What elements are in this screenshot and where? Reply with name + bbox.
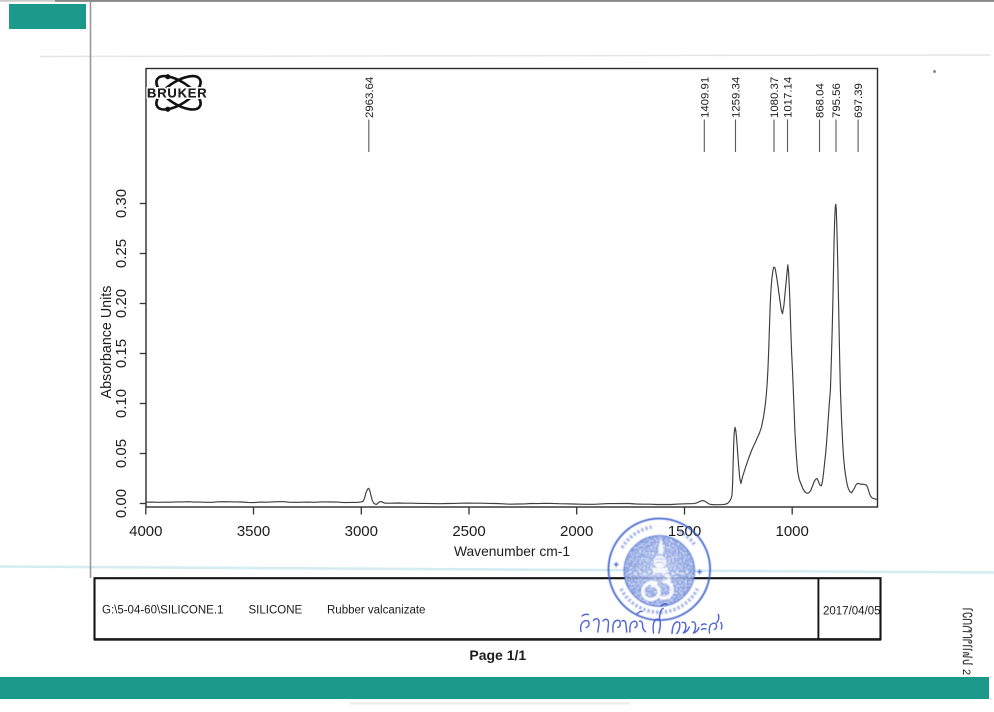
svg-text:1259.34: 1259.34 [731, 77, 743, 118]
svg-text:1080.37: 1080.37 [769, 77, 781, 118]
svg-text:795.56: 795.56 [831, 83, 843, 118]
svg-text:3000: 3000 [345, 523, 378, 540]
svg-text:0.25: 0.25 [113, 239, 130, 268]
svg-text:1500: 1500 [668, 523, 701, 540]
svg-text:0.00: 0.00 [113, 489, 130, 518]
svg-text:G:\5-04-60\SILICONE.1: G:\5-04-60\SILICONE.1 [102, 605, 223, 617]
svg-text:868.04: 868.04 [815, 83, 827, 118]
svg-text:BRUKER: BRUKER [147, 86, 207, 101]
svg-text:697.39: 697.39 [853, 83, 865, 118]
svg-text:0.05: 0.05 [113, 439, 130, 468]
svg-text:0.15: 0.15 [113, 339, 130, 368]
svg-text:1000: 1000 [776, 523, 809, 540]
svg-text:Rubber valcanizate: Rubber valcanizate [327, 605, 425, 617]
svg-text:BRUKER: BRUKER [147, 86, 207, 101]
svg-text:2500: 2500 [452, 523, 485, 540]
svg-text:Page 1/1: Page 1/1 [469, 647, 526, 663]
svg-text:Absorbance Units: Absorbance Units [99, 286, 115, 399]
svg-text:1017.14: 1017.14 [783, 77, 795, 118]
svg-text:0.10: 0.10 [113, 389, 130, 418]
svg-text:4000: 4000 [129, 523, 162, 540]
svg-text:2963.64: 2963.64 [364, 77, 376, 118]
svg-text:3500: 3500 [237, 523, 270, 540]
svg-text:1409.91: 1409.91 [699, 77, 711, 118]
svg-text:0.30: 0.30 [113, 189, 130, 218]
svg-text:Wavenumber cm-1: Wavenumber cm-1 [454, 544, 570, 559]
svg-text:SILICONE: SILICONE [249, 605, 303, 617]
svg-text:0.20: 0.20 [113, 289, 130, 318]
svg-text:2000: 2000 [560, 523, 593, 540]
svg-text:2017/04/05: 2017/04/05 [823, 606, 881, 618]
svg-text:2: 2 [960, 669, 972, 675]
